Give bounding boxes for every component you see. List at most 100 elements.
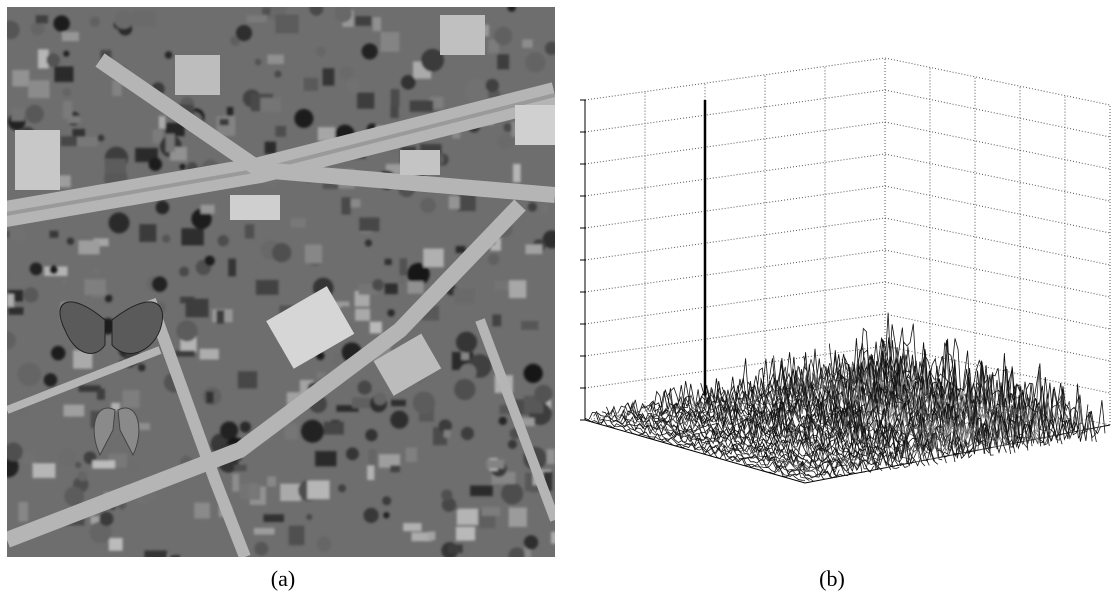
roof: [92, 460, 115, 468]
roof: [201, 205, 215, 214]
tree: [383, 512, 389, 518]
tree: [420, 198, 436, 214]
tree: [93, 267, 102, 276]
tree: [204, 256, 214, 266]
roof: [289, 526, 305, 546]
tree: [464, 79, 488, 103]
tree: [138, 364, 146, 372]
roof: [357, 93, 374, 109]
tree: [25, 105, 44, 124]
grid-line: [585, 250, 1110, 297]
roof: [456, 527, 475, 541]
tree: [460, 364, 477, 381]
tree: [301, 420, 324, 443]
tree: [374, 392, 387, 405]
tree: [165, 51, 173, 59]
photo: [0, 0, 571, 569]
grid-line: [585, 282, 1110, 329]
roof: [391, 400, 406, 406]
roof: [390, 465, 400, 472]
roof: [249, 484, 258, 500]
roof: [359, 217, 379, 231]
tree: [363, 508, 378, 523]
tree: [75, 462, 81, 468]
tree: [63, 51, 69, 57]
roof: [400, 258, 407, 275]
tree: [2, 272, 12, 282]
roof: [486, 460, 504, 469]
tree: [53, 15, 69, 31]
tree: [461, 427, 474, 440]
tree: [413, 391, 436, 414]
roof: [247, 15, 267, 22]
tree: [20, 334, 33, 347]
roof: [541, 204, 548, 215]
roof: [12, 108, 25, 121]
tree: [401, 75, 416, 90]
tree: [1, 21, 19, 39]
roof: [265, 142, 276, 154]
roof: [448, 544, 463, 553]
tree: [365, 429, 377, 441]
tree: [156, 201, 170, 215]
tree: [179, 164, 185, 170]
tree: [9, 225, 27, 243]
grid-line: [585, 218, 1110, 265]
tree: [454, 379, 475, 400]
roof: [323, 68, 335, 85]
tree: [31, 22, 45, 36]
roof: [63, 405, 84, 417]
roof: [62, 32, 79, 41]
figure: (a) (b): [0, 0, 1114, 597]
tree: [358, 381, 372, 395]
tree: [534, 385, 552, 403]
tree: [17, 363, 41, 387]
roof: [206, 391, 214, 403]
roof: [263, 514, 284, 522]
tree: [441, 489, 452, 500]
roof: [105, 159, 126, 173]
tree: [51, 346, 65, 360]
roof: [7, 294, 14, 307]
roof: [406, 448, 417, 462]
tree: [528, 202, 537, 211]
roof: [355, 16, 371, 26]
roof: [109, 538, 123, 551]
tree: [77, 471, 87, 481]
tree: [399, 278, 406, 285]
tree: [486, 79, 499, 92]
tree: [220, 421, 238, 439]
roof: [497, 54, 509, 69]
tree: [338, 484, 346, 492]
roof: [381, 32, 400, 52]
roof: [355, 309, 370, 321]
tree: [67, 238, 74, 245]
roof: [256, 280, 279, 295]
roof: [449, 196, 460, 209]
grid-line: [585, 186, 1110, 233]
tree: [508, 440, 517, 449]
roof: [275, 15, 298, 34]
tree: [501, 534, 515, 548]
tree: [99, 512, 113, 526]
roof: [315, 451, 336, 466]
tree: [524, 535, 538, 549]
roof: [245, 224, 254, 238]
roof: [84, 279, 105, 295]
roof: [219, 119, 228, 126]
roof: [454, 288, 476, 304]
tree: [109, 212, 130, 233]
surface-plot: [580, 58, 1110, 483]
roof: [370, 322, 382, 334]
tree: [105, 295, 113, 303]
roof: [482, 507, 500, 516]
roof: [291, 218, 306, 227]
roof: [228, 259, 236, 277]
roof: [547, 449, 555, 464]
grid-line: [585, 58, 1110, 105]
tree: [346, 447, 359, 460]
grid-line: [585, 122, 1110, 169]
roof: [373, 17, 381, 31]
roof: [262, 8, 270, 15]
roof: [238, 371, 257, 388]
